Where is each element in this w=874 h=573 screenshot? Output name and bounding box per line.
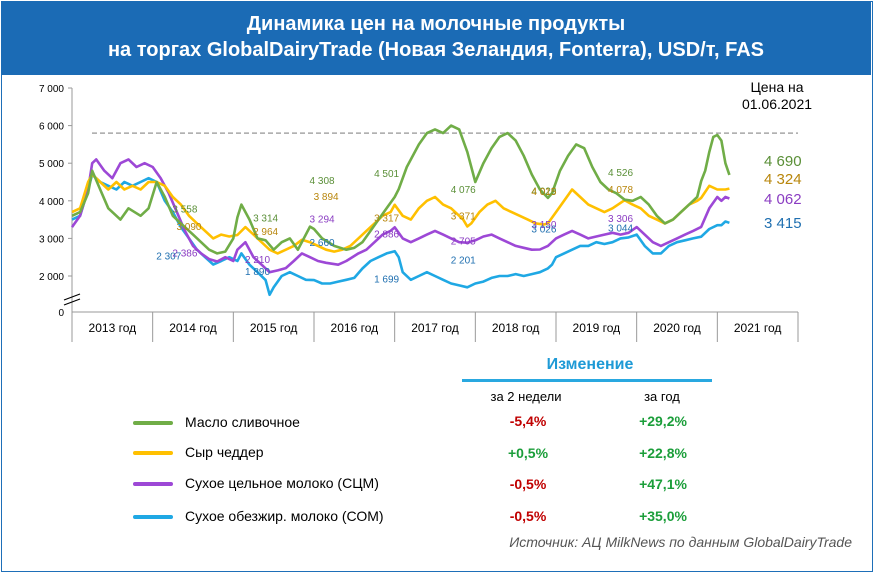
data-label-cheddar: 3 317 [374, 213, 399, 224]
series-line-butter [71, 124, 731, 255]
data-label-cheddar: 3 090 [176, 222, 201, 233]
x-axis: 2013 год 2014 год 2015 год 2016 год 2017 год… [71, 311, 799, 342]
data-label-wmp: 2 210 [245, 255, 270, 266]
data-label-smp: 3 026 [531, 224, 556, 235]
legend-label-smp: Сухое обезжир. молоко (СОМ) [185, 508, 384, 524]
y-tick-label: 2 000 [39, 272, 64, 283]
series-line-wmp [70, 158, 730, 274]
data-label-cheddar: 3 894 [314, 192, 339, 203]
data-label-smp: 2 201 [451, 255, 476, 266]
x-tick-label: 2016 год [331, 321, 379, 335]
price-chart: 7 000 6 000 5 000 4 000 3 000 2 000 0 2013 год… [39, 79, 812, 342]
change-2w-smp: -0,5% [509, 508, 547, 524]
change-header: Изменение [546, 356, 634, 373]
y-tick-label: 5 000 [39, 159, 64, 170]
title-bar: Динамика цен на молочные продукты на тор… [1, 1, 871, 75]
axis-break-mark [63, 293, 81, 301]
y-tick-label: 3 000 [39, 234, 64, 245]
series-line-cheddar [71, 173, 730, 255]
y-tick-label: 4 000 [39, 197, 64, 208]
x-tick-label: 2014 год [169, 321, 217, 335]
final-value-wmp: 4 062 [764, 191, 802, 208]
data-label-wmp: 2 886 [374, 230, 399, 241]
data-label-butter: 4 501 [374, 169, 399, 180]
data-label-butter: 4 076 [451, 185, 476, 196]
source-note: Источник: АЦ MilkNews по данным GlobalDa… [509, 534, 852, 550]
legend-label-cheddar: Сыр чеддер [185, 444, 264, 460]
legend-swatch-butter [133, 421, 173, 425]
x-tick-label: 2020 год [653, 321, 701, 335]
x-tick-label: 2013 год [89, 321, 137, 335]
legend-label-butter: Масло сливочное [185, 414, 300, 430]
data-label-smp: 1 699 [374, 274, 399, 285]
chart-title-line-2: на торгах GlobalDairyTrade (Новая Зеланд… [107, 39, 765, 61]
data-label-butter: 4 308 [310, 176, 335, 187]
y-tick-label: 6 000 [39, 122, 64, 133]
y-tick-label: 7 000 [39, 84, 64, 95]
data-label-wmp: 3 150 [531, 220, 556, 231]
axis-break-mark [63, 298, 81, 306]
data-label-cheddar: 4 015 [531, 187, 556, 198]
change-header-rule [462, 379, 712, 382]
change-2w-wmp: -0,5% [509, 476, 547, 492]
data-label-cheddar: 2 964 [253, 227, 278, 238]
legend-swatch-wmp [133, 482, 173, 486]
legend-label-wmp: Сухое цельное молоко (СЦМ) [185, 475, 379, 491]
x-tick-label: 2017 год [411, 321, 459, 335]
column-header-year: за год [644, 389, 680, 404]
data-label-butter: 3 558 [172, 204, 197, 215]
series-lines [70, 124, 731, 297]
final-value-butter: 4 690 [764, 153, 802, 170]
data-label-wmp: 2 705 [451, 236, 476, 247]
price-note-line-1: Цена на [750, 79, 803, 95]
change-year-cheddar: +22,8% [639, 445, 687, 461]
data-label-butter: 4 029 [531, 187, 556, 198]
data-label-smp: 3 044 [608, 224, 633, 235]
data-label-smp: 2 660 [310, 238, 335, 249]
change-year-smp: +35,0% [639, 508, 687, 524]
price-note-line-2: 01.06.2021 [742, 96, 812, 112]
data-annotations: 3 558 3 314 4 308 4 501 4 076 4 029 4 526 3 090… [156, 168, 633, 285]
data-label-smp: 2 307 [156, 251, 181, 262]
data-label-wmp: 3 306 [608, 214, 633, 225]
x-tick-label: 2021 год [734, 321, 782, 335]
y-axis: 7 000 6 000 5 000 4 000 3 000 2 000 0 [39, 84, 81, 319]
legend-swatch-cheddar [133, 451, 173, 455]
change-2w-butter: -5,4% [509, 413, 547, 429]
chart-title-line-1: Динамика цен на молочные продукты [246, 13, 626, 35]
data-label-wmp: 3 294 [310, 214, 335, 225]
x-tick-label: 2019 год [573, 321, 621, 335]
change-year-butter: +29,2% [639, 413, 687, 429]
change-2w-cheddar: +0,5% [507, 445, 549, 461]
data-label-butter: 3 314 [253, 214, 278, 225]
data-label-smp: 1 890 [245, 267, 270, 278]
y-tick-label: 0 [58, 308, 64, 319]
final-value-smp: 3 415 [764, 215, 802, 232]
final-value-cheddar: 4 324 [764, 171, 802, 188]
legend-swatch-smp [133, 515, 173, 519]
data-label-butter: 4 526 [608, 168, 633, 179]
data-label-wmp: 2 386 [172, 248, 197, 259]
data-label-cheddar: 4 078 [608, 185, 633, 196]
data-label-cheddar: 3 371 [451, 211, 476, 222]
column-header-2-weeks: за 2 недели [490, 389, 562, 404]
x-tick-label: 2015 год [250, 321, 298, 335]
x-tick-label: 2018 год [492, 321, 540, 335]
change-year-wmp: +47,1% [639, 476, 687, 492]
